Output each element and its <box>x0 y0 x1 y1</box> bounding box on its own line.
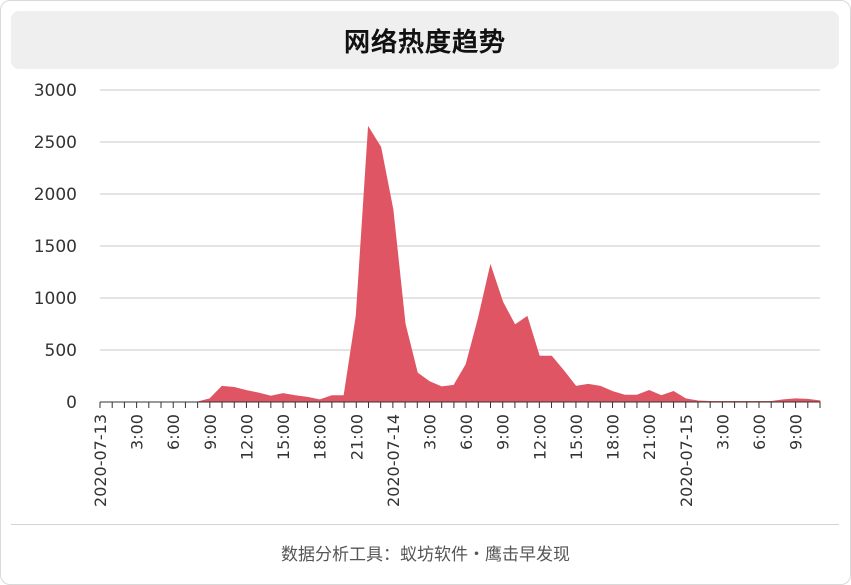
x-tick-label: 2020-07-15 <box>677 414 696 507</box>
x-tick-label: 9:00 <box>787 414 806 450</box>
x-tick-label: 2020-07-13 <box>91 414 110 507</box>
y-axis-ticks: 0 500 1000 1500 2000 2500 3000 <box>34 81 77 413</box>
x-tick-label: 6:00 <box>164 414 183 450</box>
x-tick-label: 6:00 <box>457 414 476 450</box>
y-tick-label: 2500 <box>34 133 77 153</box>
x-tick-label: 9:00 <box>201 414 220 450</box>
y-tick-label: 500 <box>45 341 77 361</box>
x-tick-label: 15:00 <box>567 414 586 460</box>
y-tick-label: 0 <box>66 393 77 413</box>
x-tick-label: 3:00 <box>713 414 732 450</box>
y-tick-label: 1000 <box>34 289 77 309</box>
grid-lines <box>100 89 820 351</box>
x-tick-label: 3:00 <box>128 414 147 450</box>
x-tick-label: 9:00 <box>494 414 513 450</box>
y-tick-label: 3000 <box>34 81 77 101</box>
chart-title: 网络热度趋势 <box>343 27 506 58</box>
x-tick-label: 3:00 <box>420 414 439 450</box>
x-tick-label: 15:00 <box>274 414 293 460</box>
x-tick-label: 12:00 <box>237 414 256 460</box>
x-axis: 2020-07-13 3:00 6:00 9:00 12:00 15:00 18:00 21:… <box>91 401 821 507</box>
x-tick-label: 21:00 <box>640 414 659 460</box>
title-bar: 网络热度趋势 <box>11 11 839 69</box>
x-tick-label: 21:00 <box>347 414 366 460</box>
x-tick-label: 6:00 <box>750 414 769 450</box>
area-series <box>100 125 821 403</box>
footer-divider <box>11 524 839 525</box>
y-tick-label: 2000 <box>34 185 77 205</box>
x-tick-label: 18:00 <box>604 414 623 460</box>
x-tick-label: 12:00 <box>530 414 549 460</box>
footer-credit: 数据分析工具：蚁坊软件・鹰击早发现 <box>281 545 570 565</box>
x-tick-label: 2020-07-14 <box>384 414 403 507</box>
series-area <box>100 125 821 403</box>
x-tick-label: 18:00 <box>311 414 330 460</box>
y-tick-label: 1500 <box>34 237 77 257</box>
